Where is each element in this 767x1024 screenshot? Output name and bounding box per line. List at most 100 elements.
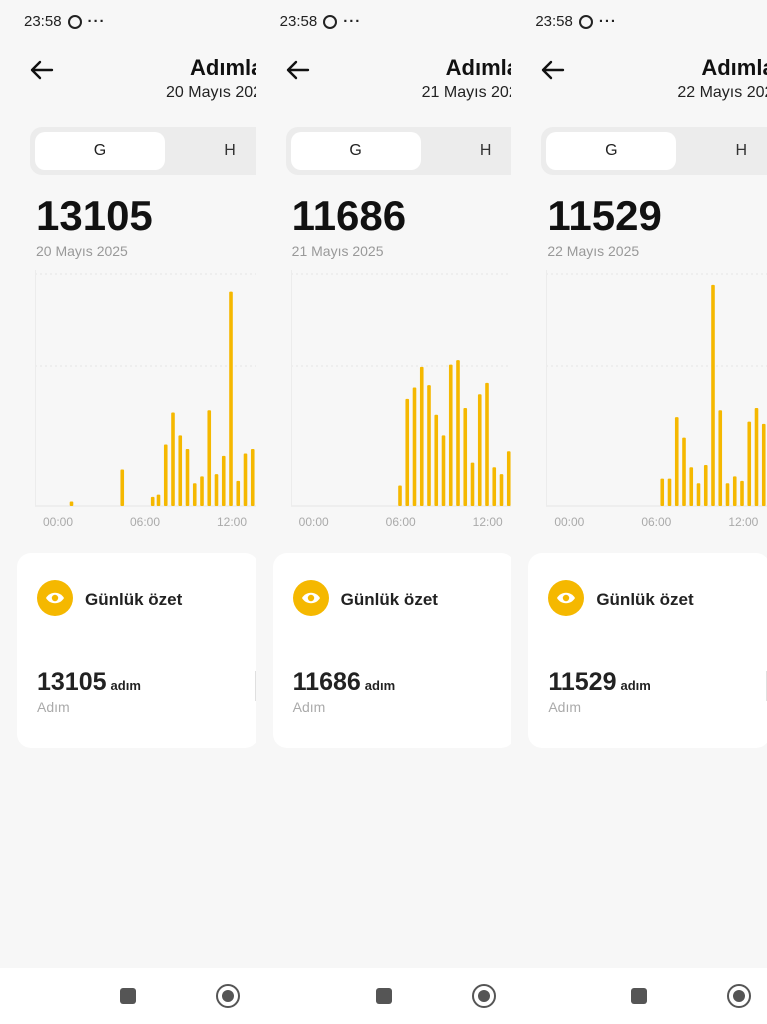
eye-icon <box>548 580 585 616</box>
chart-bar <box>426 385 431 506</box>
chart-bar <box>171 412 175 506</box>
chart-bar <box>214 474 219 506</box>
page-title: Adımlar <box>701 55 767 80</box>
hourly-steps-chart <box>35 270 256 507</box>
chart-bar <box>178 435 183 506</box>
recent-apps-icon[interactable] <box>375 988 392 1004</box>
chart-bar <box>747 421 752 506</box>
chart-bar <box>200 476 204 506</box>
x-tick-label: 12:00 <box>728 515 759 529</box>
tab-day[interactable]: G <box>546 132 677 170</box>
status-time: 23:58 <box>535 13 573 30</box>
chart-bar <box>448 364 453 506</box>
back-arrow-icon[interactable] <box>539 56 567 84</box>
x-tick-label: 06:00 <box>641 515 672 529</box>
notification-ring-icon <box>67 14 82 29</box>
chart-bar <box>69 501 74 506</box>
chart-bar <box>755 407 759 506</box>
chart-bar <box>484 382 489 506</box>
chart-bar <box>718 410 723 506</box>
steps-total: 11529 <box>547 192 662 239</box>
tab-day[interactable]: G <box>290 132 421 170</box>
x-tick-label: 00:00 <box>554 515 585 529</box>
chart-bar <box>419 366 424 506</box>
chart-bar <box>704 464 708 506</box>
chart-bar <box>682 437 687 506</box>
chart-bar <box>412 387 416 506</box>
chart-bar <box>675 417 679 506</box>
eye-icon <box>37 580 73 616</box>
chart-bar <box>660 478 665 506</box>
tab-day[interactable]: G <box>35 132 165 170</box>
home-icon[interactable] <box>471 984 496 1008</box>
chart-bar <box>185 449 190 506</box>
summary-steps-value: 11529 <box>548 668 617 696</box>
chart-bar <box>405 398 409 506</box>
chart-bar <box>470 462 474 506</box>
status-bar: 23:58 ··· <box>24 13 106 30</box>
summary-steps: 11529 adım <box>548 668 650 697</box>
status-bar: 23:58 ··· <box>535 13 617 30</box>
back-arrow-icon[interactable] <box>28 56 56 84</box>
home-icon[interactable] <box>727 984 752 1008</box>
daily-summary-card[interactable]: Günlük özet 13105 adım Adım <box>17 553 256 748</box>
chart-bar <box>236 480 241 506</box>
daily-summary-card[interactable]: Günlük özet 11686 adım Adım <box>272 553 512 748</box>
summary-steps-unit: adım <box>620 678 651 693</box>
x-tick-label: 06:00 <box>130 515 161 529</box>
navigation-bar <box>511 968 767 1024</box>
recent-apps-icon[interactable] <box>120 988 136 1004</box>
chart-bar <box>192 483 197 506</box>
summary-steps-value: 13105 <box>37 668 107 696</box>
x-tick-label: 06:00 <box>385 515 416 529</box>
chart-bar <box>477 394 482 506</box>
x-tick-label: 12:00 <box>472 515 503 529</box>
steps-total: 11686 <box>291 192 407 239</box>
back-arrow-icon[interactable] <box>284 56 312 84</box>
card-title: Günlük özet <box>85 590 183 609</box>
chart-bar <box>434 414 438 506</box>
steps-date: 21 Mayıs 2025 <box>291 243 384 259</box>
tab-week[interactable]: H <box>224 142 236 159</box>
notification-ring-icon <box>578 14 593 29</box>
summary-steps-unit: adım <box>110 678 141 693</box>
card-title: Günlük özet <box>340 590 438 609</box>
daily-summary-card[interactable]: Günlük özet 11529 adım Adım <box>528 553 767 748</box>
recent-apps-icon[interactable] <box>631 988 648 1004</box>
chart-bar <box>506 451 511 506</box>
header-date: 20 Mayıs 2025 <box>166 84 256 101</box>
chart-bar <box>726 483 730 506</box>
chart-bar <box>455 360 460 506</box>
tab-week[interactable]: H <box>735 142 748 159</box>
divider <box>510 671 512 701</box>
chart-bar <box>697 483 701 506</box>
navigation-bar <box>0 968 256 1024</box>
notification-ring-icon <box>323 14 338 29</box>
x-tick-label: 00:00 <box>298 515 329 529</box>
steps-total: 13105 <box>36 192 153 239</box>
more-notifications-icon: ··· <box>598 13 617 30</box>
chart-bar <box>229 291 233 506</box>
chart-bar <box>150 496 155 506</box>
tab-week[interactable]: H <box>479 142 492 159</box>
status-time: 23:58 <box>24 13 62 30</box>
chart-bar <box>689 467 694 506</box>
hourly-steps-chart <box>546 270 767 507</box>
x-tick-label: 00:00 <box>43 515 74 529</box>
summary-steps: 11686 adım <box>293 668 395 697</box>
chart-bar <box>243 453 248 506</box>
phone-screen-2: 23:58 ··· Adımlar 21 Mayıs 2025 G H 1168… <box>255 0 512 1024</box>
summary-steps-label: Adım <box>548 699 582 715</box>
chart-bar <box>163 444 168 506</box>
divider <box>255 671 256 701</box>
page-title: Adımlar <box>190 55 256 80</box>
chart-bar <box>711 284 716 506</box>
summary-steps-value: 11686 <box>292 668 361 696</box>
summary-steps-label: Adım <box>292 699 326 715</box>
page-title: Adımlar <box>445 55 512 80</box>
chart-bar <box>762 423 766 506</box>
chart-bar <box>397 485 402 506</box>
home-icon[interactable] <box>216 984 240 1008</box>
more-notifications-icon: ··· <box>343 13 362 30</box>
steps-date: 20 Mayıs 2025 <box>36 243 128 259</box>
